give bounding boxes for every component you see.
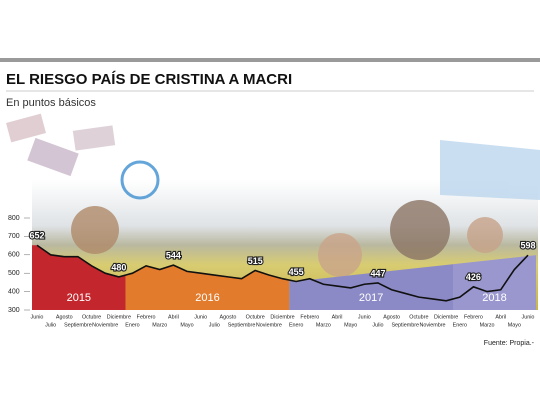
x-tick-label: Julio (372, 322, 383, 328)
decoration (6, 113, 540, 277)
x-tick-label: Marzo (316, 322, 331, 328)
x-tick-label: Julio (209, 322, 220, 328)
y-tick-label: 700 (8, 233, 20, 240)
x-tick-label: Marzo (152, 322, 167, 328)
data-label: 447 (370, 268, 385, 278)
y-tick-label: 800 (8, 215, 20, 222)
source: Fuente: Propia.- (484, 340, 535, 347)
x-tick-label: Mayo (508, 322, 521, 328)
x-tick-label: Agosto (220, 314, 237, 320)
x-tick-label: Septiembre (391, 322, 419, 328)
x-tick-label: Febrero (300, 314, 319, 320)
x-tick-label: Abril (168, 314, 179, 320)
data-label: 544 (166, 250, 181, 260)
chart-title: EL RIESGO PAÍS DE CRISTINA A MACRI (6, 71, 292, 88)
x-tick-label: Enero (125, 322, 139, 328)
x-tick-label: Junio (194, 314, 207, 320)
data-label: 515 (248, 256, 263, 266)
y-tick-label: 600 (8, 252, 20, 259)
x-tick-label: Mayo (344, 322, 357, 328)
x-tick-label: Agosto (383, 314, 400, 320)
year-label: 2018 (482, 292, 506, 304)
x-tick-label: Diciembre (434, 314, 458, 320)
x-tick-label: Febrero (137, 314, 156, 320)
year-label: 2015 (67, 292, 91, 304)
y-tick-label: 300 (8, 307, 20, 314)
data-label: 480 (111, 262, 126, 272)
x-tick-label: Julio (45, 322, 56, 328)
x-tick-label: Noviembre (256, 322, 282, 328)
x-tick-label: Diciembre (107, 314, 131, 320)
year-label: 2016 (195, 292, 219, 304)
x-tick-label: Abril (332, 314, 343, 320)
x-tick-label: Junio (31, 314, 44, 320)
x-tick-label: Septiembre (64, 322, 92, 328)
x-tick-label: Enero (453, 322, 467, 328)
top-rule (0, 58, 540, 62)
chart-subtitle: En puntos básicos (6, 97, 96, 109)
x-tick-label: Diciembre (270, 314, 294, 320)
y-tick-label: 400 (8, 288, 20, 295)
x-tick-label: Octubre (246, 314, 265, 320)
x-tick-label: Junio (358, 314, 371, 320)
x-tick-label: Noviembre (419, 322, 445, 328)
data-label: 426 (466, 272, 481, 282)
x-tick-label: Septiembre (228, 322, 256, 328)
x-tick-label: Agosto (56, 314, 73, 320)
x-tick-label: Mayo (180, 322, 193, 328)
data-label: 455 (289, 267, 304, 277)
y-tick-label: 500 (8, 270, 20, 277)
x-tick-label: Enero (289, 322, 303, 328)
x-tick-label: Junio (522, 314, 535, 320)
x-tick-label: Marzo (480, 322, 495, 328)
data-label: 598 (520, 241, 535, 251)
x-tick-label: Abril (495, 314, 506, 320)
x-tick-label: Octubre (82, 314, 101, 320)
data-label: 652 (29, 231, 44, 241)
x-tick-label: Noviembre (92, 322, 118, 328)
x-tick-label: Octubre (409, 314, 428, 320)
year-label: 2017 (359, 292, 383, 304)
x-tick-label: Febrero (464, 314, 483, 320)
risk-line (36, 244, 529, 302)
